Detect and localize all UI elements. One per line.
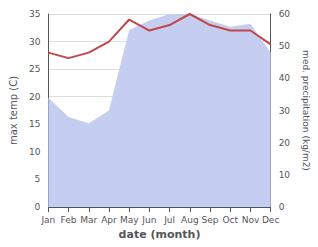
svg-text:25: 25	[29, 64, 40, 74]
svg-text:Jul: Jul	[163, 215, 175, 225]
svg-text:max temp (C): max temp (C)	[8, 76, 19, 145]
svg-text:Apr: Apr	[101, 215, 117, 225]
svg-text:Oct: Oct	[222, 215, 238, 225]
svg-text:Feb: Feb	[61, 215, 77, 225]
svg-text:30: 30	[29, 37, 41, 47]
svg-text:med. precipitation (kg/m2): med. precipitation (kg/m2)	[301, 50, 311, 171]
svg-text:0: 0	[279, 202, 285, 212]
svg-text:Jun: Jun	[141, 215, 156, 225]
svg-text:50: 50	[279, 41, 291, 51]
svg-text:Aug: Aug	[181, 215, 199, 225]
svg-text:15: 15	[29, 119, 40, 129]
svg-text:35: 35	[29, 9, 40, 19]
svg-text:0: 0	[35, 202, 41, 212]
svg-text:Jan: Jan	[40, 215, 55, 225]
svg-text:Dec: Dec	[262, 215, 279, 225]
svg-text:20: 20	[279, 138, 291, 148]
svg-text:30: 30	[279, 106, 291, 116]
svg-text:Sep: Sep	[202, 215, 219, 225]
svg-text:May: May	[120, 215, 139, 225]
svg-text:Mar: Mar	[80, 215, 97, 225]
svg-text:Nov: Nov	[242, 215, 260, 225]
svg-text:10: 10	[29, 147, 41, 157]
svg-text:5: 5	[35, 174, 41, 184]
svg-text:date (month): date (month)	[119, 228, 201, 241]
svg-text:40: 40	[279, 73, 291, 83]
svg-text:60: 60	[279, 9, 291, 19]
svg-text:10: 10	[279, 170, 291, 180]
svg-text:20: 20	[29, 92, 41, 102]
